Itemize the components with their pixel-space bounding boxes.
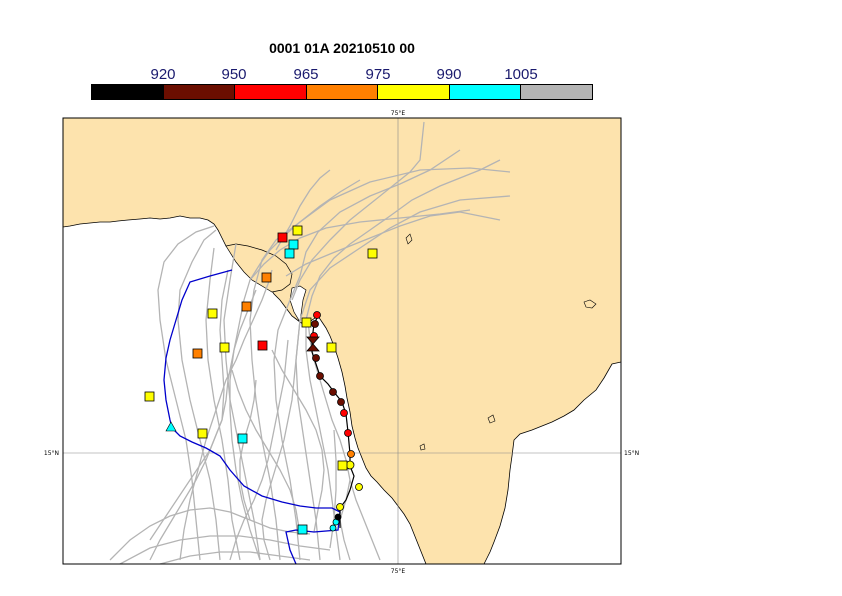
current-position-marker: [306, 336, 320, 352]
track-point-920: [312, 354, 320, 362]
track-line: [271, 349, 325, 533]
pressure-colorbar: [91, 84, 593, 100]
track-line: [231, 369, 301, 535]
track-line: [273, 149, 461, 561]
colorbar-label-920: 920: [150, 66, 176, 83]
colorbar-label-965: 965: [293, 66, 319, 83]
blue-track-line: [163, 269, 341, 564]
island: [405, 233, 413, 245]
track-point-920: [316, 372, 324, 380]
genesis-markers: [144, 225, 378, 535]
tick-label-bottom: 75°E: [391, 568, 406, 575]
colorbar-label-990: 990: [436, 66, 462, 83]
saurashtra-coast: [225, 243, 293, 293]
tick-label-left: 15°N: [44, 450, 59, 457]
square-marker-975: [197, 428, 208, 439]
track-line: [119, 535, 331, 564]
track-point-920: [329, 388, 337, 396]
track-point-975: [355, 483, 363, 491]
square-marker-990: [237, 433, 248, 444]
track-point-920: [340, 409, 348, 417]
square-marker-975: [367, 248, 378, 259]
map-title: 0001 01A 20210510 00: [269, 40, 415, 56]
track-line: [295, 195, 511, 561]
square-marker-950: [277, 232, 288, 243]
colorbar-segment: [163, 85, 236, 99]
colorbar-segment: [449, 85, 522, 99]
island: [583, 299, 597, 309]
track-line: [291, 121, 425, 301]
track-line: [305, 159, 501, 561]
track-line: [275, 169, 331, 251]
colorbar-label-975: 975: [365, 66, 391, 83]
track-line: [349, 479, 381, 561]
track-point-965: [347, 450, 355, 458]
track-line: [285, 211, 501, 277]
square-marker-975: [337, 460, 348, 471]
tick-label-right: 15°N: [624, 450, 639, 457]
square-marker-990: [284, 248, 295, 259]
track-point-950: [313, 311, 321, 319]
triangle-marker-icon: [165, 421, 177, 432]
square-marker-965: [261, 272, 272, 283]
colorbar-segment: [521, 85, 593, 99]
india-landmass: [63, 118, 621, 564]
historical-tracks: [109, 121, 511, 564]
square-marker-950: [257, 340, 268, 351]
track-point-920: [337, 398, 345, 406]
colorbar-label-1005: 1005: [504, 66, 538, 83]
track-point-950: [344, 429, 352, 437]
square-marker-990: [288, 239, 299, 250]
track-line: [159, 551, 311, 564]
track-line: [239, 379, 257, 521]
track-point-920: [334, 513, 342, 521]
square-marker-975: [219, 342, 230, 353]
track-line: [249, 167, 511, 561]
track-line: [229, 289, 261, 561]
map-frame: [62, 117, 622, 565]
track-line: [229, 339, 289, 561]
track-line: [177, 229, 221, 561]
track-line: [261, 319, 301, 561]
island: [419, 443, 426, 451]
hourglass-icon: [306, 343, 320, 352]
square-marker-975: [292, 225, 303, 236]
square-marker-975: [301, 317, 312, 328]
tick-label-top: 75°E: [391, 110, 406, 117]
track-line: [149, 269, 229, 541]
track-point-990: [329, 524, 337, 532]
track-line: [109, 507, 311, 561]
square-marker-965: [192, 348, 203, 359]
track-line: [179, 269, 273, 561]
colorbar-segment: [235, 85, 307, 99]
track-point-975: [336, 503, 344, 511]
hourglass-icon: [306, 336, 320, 345]
colorbar-segment: [92, 85, 164, 99]
track-line: [249, 209, 471, 281]
colorbar-label-950: 950: [221, 66, 247, 83]
square-marker-975: [207, 308, 218, 319]
square-marker-990: [297, 524, 308, 535]
colorbar-segment: [378, 85, 450, 99]
colorbar-segment: [306, 85, 379, 99]
island: [487, 414, 496, 424]
square-marker-965: [241, 301, 252, 312]
square-marker-975: [144, 391, 155, 402]
track-markers: [310, 311, 363, 532]
track-point-920: [311, 320, 319, 328]
square-marker-975: [326, 342, 337, 353]
track-line: [205, 247, 241, 561]
